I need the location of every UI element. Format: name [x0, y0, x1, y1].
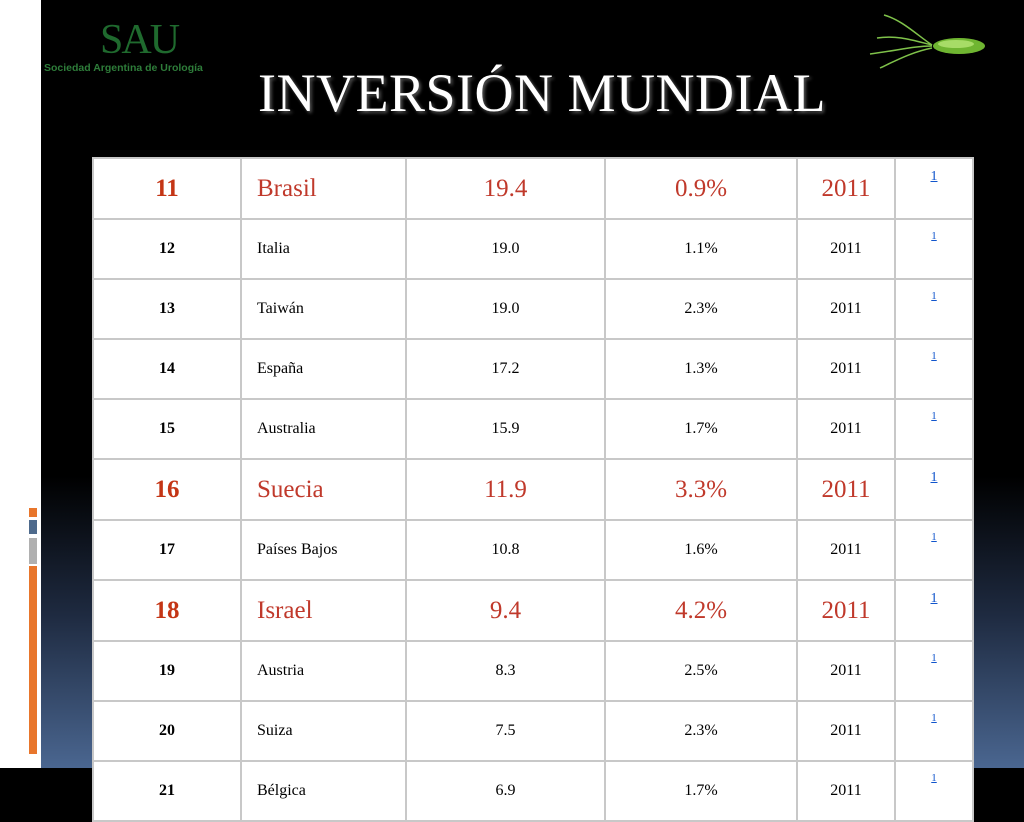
- rank-cell: 18: [92, 579, 242, 642]
- rank-cell: 11: [92, 157, 242, 220]
- accent-tab: [29, 508, 37, 517]
- rank-cell: 19: [92, 640, 242, 702]
- shelf-icon: [11, 52, 41, 118]
- reference-link[interactable]: 1: [894, 157, 974, 220]
- rank-cell: 20: [92, 700, 242, 762]
- country-cell: España: [240, 338, 407, 400]
- page-title: INVERSIÓN MUNDIAL: [258, 63, 826, 123]
- year-cell: 2011: [796, 338, 896, 400]
- investment-cell: 17.2: [405, 338, 606, 400]
- reference-link[interactable]: 1: [894, 398, 974, 460]
- reference-link[interactable]: 1: [894, 218, 974, 280]
- investment-cell: 9.4: [405, 579, 606, 642]
- logo-text: Sociedad Argentina de Urología: [44, 62, 203, 74]
- investment-cell: 10.8: [405, 519, 606, 581]
- percentage-cell: 2.3%: [604, 278, 798, 340]
- country-cell: Suiza: [240, 700, 407, 762]
- percentage-cell: 1.7%: [604, 398, 798, 460]
- rank-cell: 15: [92, 398, 242, 460]
- investment-table: 11 Brasil 19.4 0.9% 2011 1 12 Italia 19.0 1.1% 201…: [92, 157, 974, 822]
- reference-link[interactable]: 1: [894, 519, 974, 581]
- rank-cell: 16: [92, 458, 242, 521]
- percentage-cell: 0.9%: [604, 157, 798, 220]
- percentage-cell: 3.3%: [604, 458, 798, 521]
- country-cell: Italia: [240, 218, 407, 280]
- investment-cell: 6.9: [405, 760, 606, 822]
- year-cell: 2011: [796, 398, 896, 460]
- table-row: 12 Italia 19.0 1.1% 2011 1: [92, 218, 974, 280]
- percentage-cell: 1.3%: [604, 338, 798, 400]
- country-cell: Israel: [240, 579, 407, 642]
- sperm-illustration: [869, 14, 985, 69]
- rank-cell: 13: [92, 278, 242, 340]
- investment-cell: 11.9: [405, 458, 606, 521]
- percentage-cell: 2.5%: [604, 640, 798, 702]
- year-cell: 2011: [796, 218, 896, 280]
- country-cell: Austria: [240, 640, 407, 702]
- table-row: 13 Taiwán 19.0 2.3% 2011 1: [92, 278, 974, 340]
- country-cell: Bélgica: [240, 760, 407, 822]
- sau-logo: SAU Sociedad Argentina de Urología: [44, 17, 234, 78]
- percentage-cell: 1.7%: [604, 760, 798, 822]
- reference-link[interactable]: 1: [894, 700, 974, 762]
- accent-tab: [29, 520, 37, 534]
- rank-cell: 12: [92, 218, 242, 280]
- percentage-cell: 1.1%: [604, 218, 798, 280]
- country-cell: Brasil: [240, 157, 407, 220]
- table-row: 17 Países Bajos 10.8 1.6% 2011 1: [92, 519, 974, 581]
- table-row: 18 Israel 9.4 4.2% 2011 1: [92, 579, 974, 642]
- year-cell: 2011: [796, 579, 896, 642]
- year-cell: 2011: [796, 278, 896, 340]
- country-cell: Australia: [240, 398, 407, 460]
- country-cell: Taiwán: [240, 278, 407, 340]
- year-cell: 2011: [796, 640, 896, 702]
- reference-link[interactable]: 1: [894, 338, 974, 400]
- table-row: 11 Brasil 19.4 0.9% 2011 1: [92, 157, 974, 220]
- year-cell: 2011: [796, 760, 896, 822]
- reference-link[interactable]: 1: [894, 640, 974, 702]
- year-cell: 2011: [796, 157, 896, 220]
- reference-link[interactable]: 1: [894, 760, 974, 822]
- accent-tab: [29, 538, 37, 564]
- investment-cell: 19.4: [405, 157, 606, 220]
- investment-cell: 19.0: [405, 218, 606, 280]
- table-row: 14 España 17.2 1.3% 2011 1: [92, 338, 974, 400]
- investment-cell: 19.0: [405, 278, 606, 340]
- reference-link[interactable]: 1: [894, 579, 974, 642]
- year-cell: 2011: [796, 519, 896, 581]
- table-row: 15 Australia 15.9 1.7% 2011 1: [92, 398, 974, 460]
- percentage-cell: 1.6%: [604, 519, 798, 581]
- table-row: 20 Suiza 7.5 2.3% 2011 1: [92, 700, 974, 762]
- table-row: 16 Suecia 11.9 3.3% 2011 1: [92, 458, 974, 521]
- rank-cell: 14: [92, 338, 242, 400]
- rank-cell: 21: [92, 760, 242, 822]
- percentage-cell: 4.2%: [604, 579, 798, 642]
- logo-mark: SAU: [100, 17, 180, 63]
- country-cell: Suecia: [240, 458, 407, 521]
- percentage-cell: 2.3%: [604, 700, 798, 762]
- table-row: 21 Bélgica 6.9 1.7% 2011 1: [92, 760, 974, 822]
- country-cell: Países Bajos: [240, 519, 407, 581]
- investment-cell: 15.9: [405, 398, 606, 460]
- year-cell: 2011: [796, 700, 896, 762]
- left-accent-strip: [0, 0, 41, 768]
- accent-tab: [29, 566, 37, 754]
- year-cell: 2011: [796, 458, 896, 521]
- rank-cell: 17: [92, 519, 242, 581]
- table-row: 19 Austria 8.3 2.5% 2011 1: [92, 640, 974, 702]
- reference-link[interactable]: 1: [894, 458, 974, 521]
- reference-link[interactable]: 1: [894, 278, 974, 340]
- investment-cell: 8.3: [405, 640, 606, 702]
- investment-cell: 7.5: [405, 700, 606, 762]
